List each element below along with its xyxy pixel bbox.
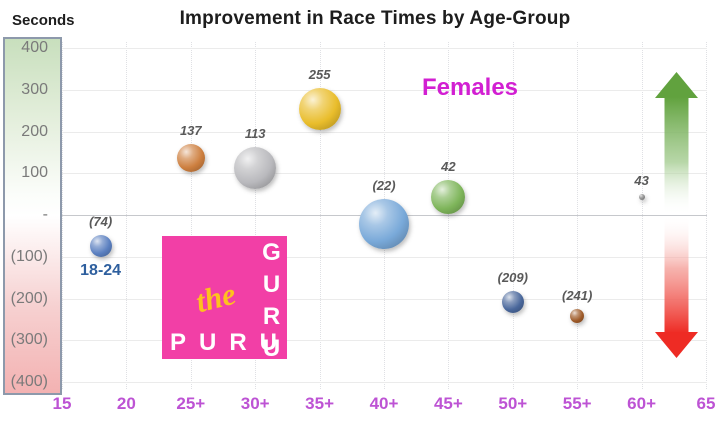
x-tick-20: 20: [116, 394, 136, 413]
bubble-45plus: [431, 180, 466, 215]
bubble-value-label-25plus: 137: [179, 122, 202, 138]
x-tick-60plus: 60+: [627, 394, 657, 413]
gridline-horizontal--100: [62, 256, 707, 258]
gridline-horizontal-100: [62, 173, 707, 175]
arrow-down-shaft: [664, 215, 689, 333]
bubble-35plus: [298, 87, 341, 130]
bubble-value-label-40plus: (22): [372, 178, 396, 194]
logo-word-puru: PURU: [170, 329, 291, 356]
gridline-horizontal-400: [62, 48, 707, 49]
gridline-horizontal-300: [62, 89, 707, 91]
bubble-value-label-18-24: (74): [89, 213, 113, 229]
gridline-horizontal--200: [62, 298, 707, 300]
bubble-value-label-55plus: (241): [562, 287, 593, 303]
series-annotation-females: Females: [421, 74, 519, 101]
y-tick--300: (300): [10, 331, 48, 349]
y-tick-300: 300: [21, 80, 48, 98]
y-tick--400: (400): [10, 373, 48, 390]
bubble-25plus: [176, 143, 205, 172]
y-tick--100: (100): [10, 247, 48, 265]
arrow-up-shaft: [664, 97, 689, 215]
x-tick-15: 15: [52, 394, 72, 413]
bubble-value-label-30plus: 113: [244, 125, 266, 141]
gridline-horizontal--400: [62, 382, 707, 383]
x-tick-55plus: 55+: [562, 394, 592, 413]
x-tick-50plus: 50+: [498, 394, 528, 413]
gridline-horizontal-200: [62, 131, 707, 133]
arrow-down-head: [655, 332, 698, 358]
x-tick-30plus: 30+: [240, 394, 270, 413]
y-tick-100: 100: [21, 164, 48, 182]
up-down-improvement-arrow-icon: [655, 72, 698, 358]
gridline-horizontal--300: [62, 340, 707, 342]
y-tick-200: 200: [21, 122, 48, 140]
y-tick-400: 400: [21, 39, 48, 56]
y-tick-0: -: [42, 206, 48, 223]
y-axis-title: Seconds: [12, 12, 75, 29]
bubble-value-label-60plus: 43: [634, 173, 649, 189]
bubble-value-label-35plus: 255: [308, 66, 331, 82]
bubble-value-label-50plus: (209): [497, 270, 528, 286]
bubble-40plus: [359, 199, 409, 250]
x-tick-40plus: 40+: [369, 394, 399, 413]
x-tick-45plus: 45+: [433, 394, 463, 413]
x-tick-65: 65: [696, 394, 716, 413]
bubble-30plus: [234, 146, 277, 189]
chart-title: Improvement in Race Times by Age-Group: [179, 8, 571, 29]
x-tick-35plus: 35+: [305, 394, 335, 413]
bubble-60plus: [638, 194, 645, 201]
bubble-50plus: [501, 291, 524, 314]
logo-word-guru: GURU: [258, 239, 285, 367]
puru-guru-logo: GURU the PURU: [162, 236, 291, 367]
bubble-value-label-45plus: 42: [441, 159, 456, 175]
arrow-up-head: [655, 72, 698, 98]
y-tick--200: (200): [10, 289, 48, 307]
bubble-55plus: [570, 308, 585, 323]
y-axis-gradient-bar: [3, 37, 62, 395]
logo-word-the: the: [192, 275, 240, 320]
group-label-18-24: 18-24: [80, 261, 122, 279]
x-tick-25plus: 25+: [176, 394, 206, 413]
bubble-18-24: [89, 234, 112, 257]
